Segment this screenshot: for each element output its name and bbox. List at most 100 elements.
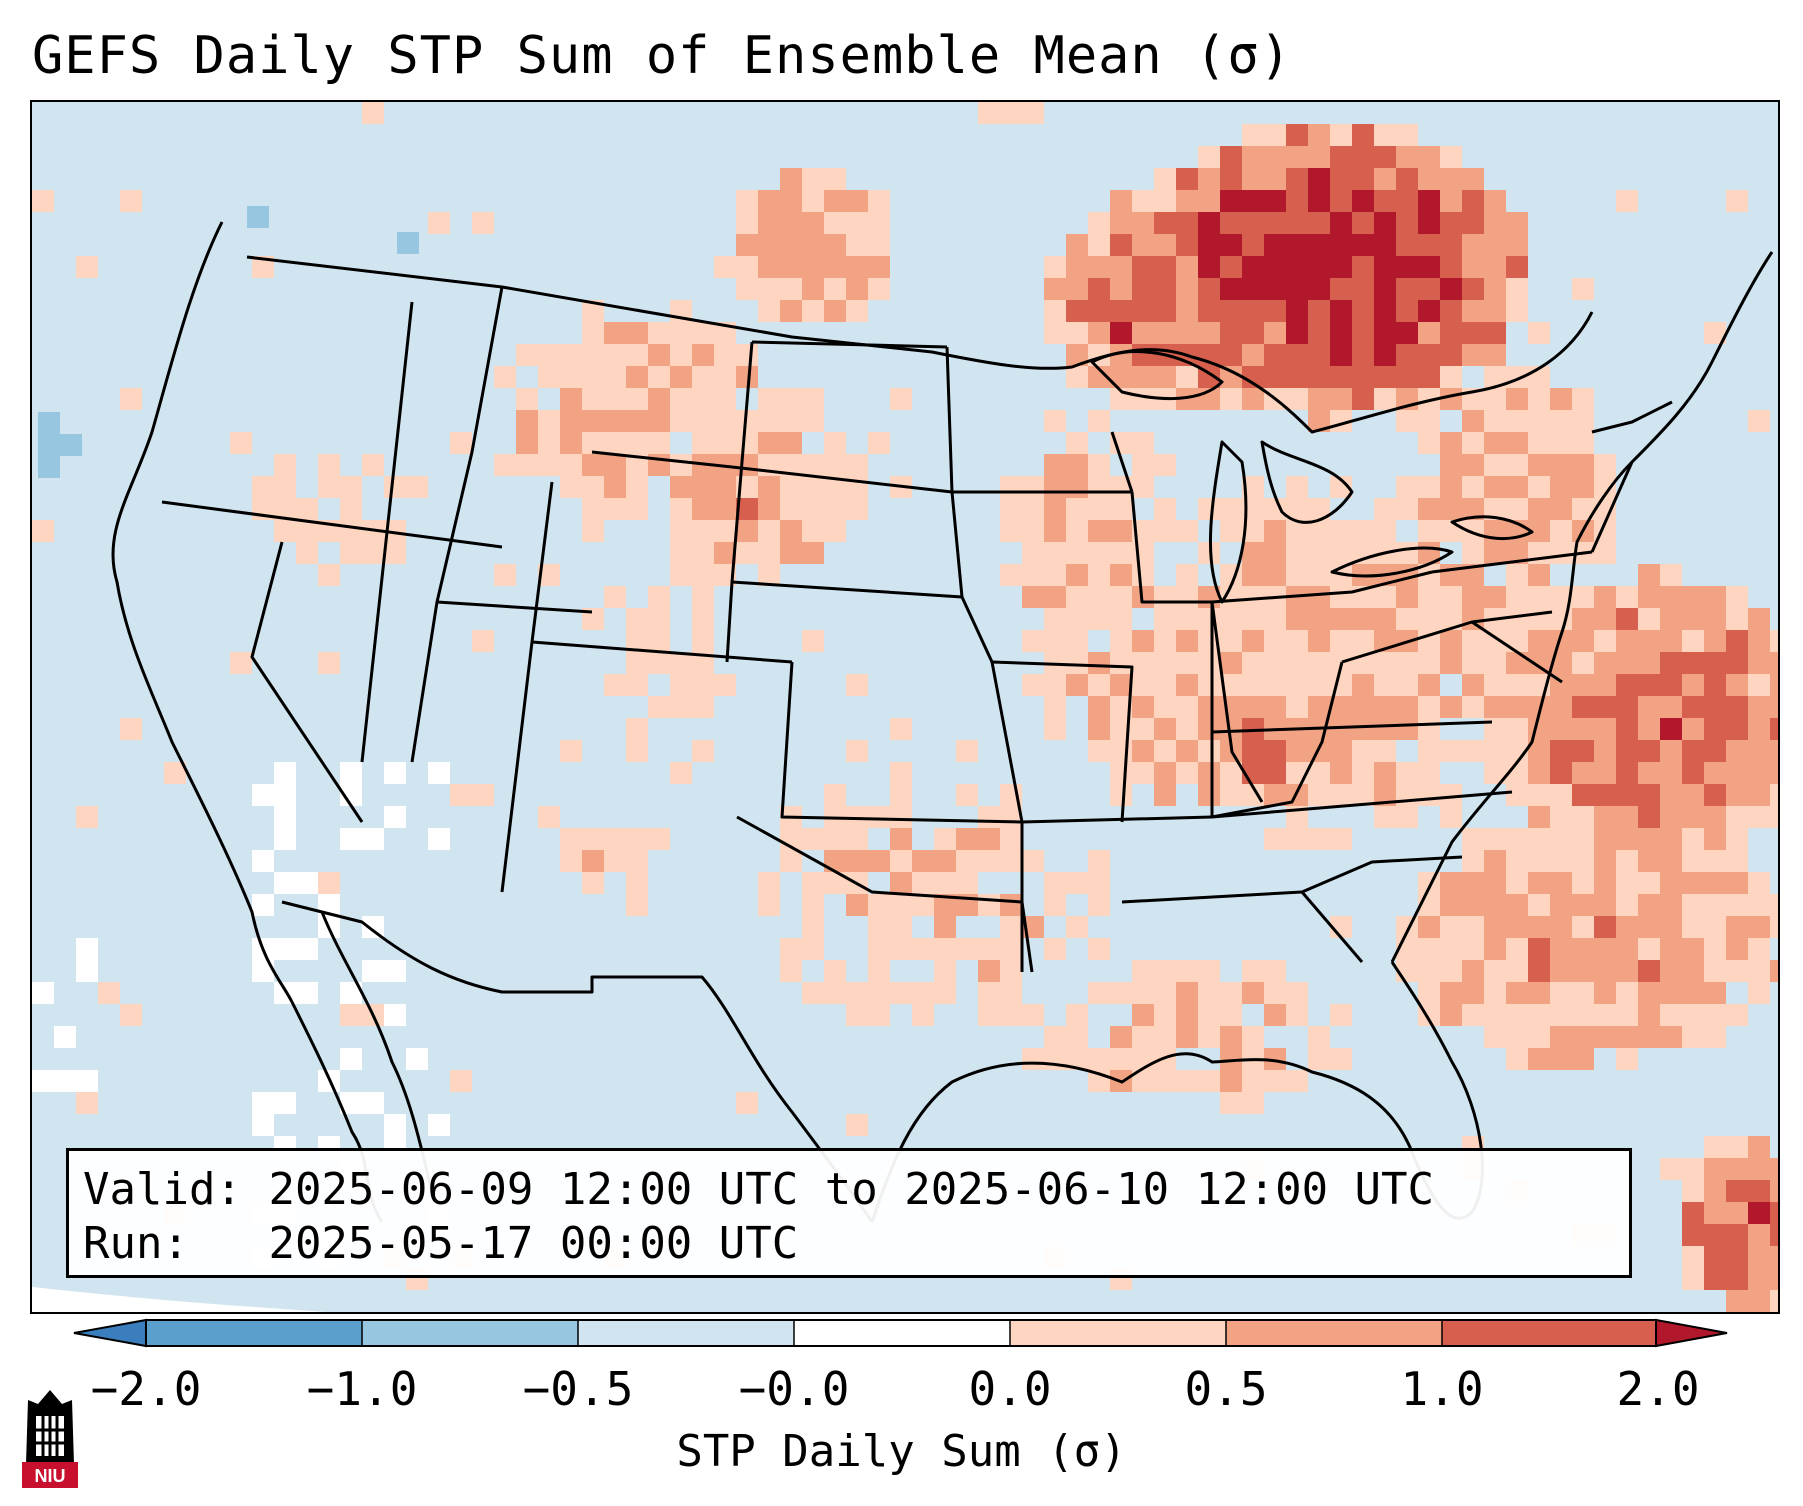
- anomaly-cell: [538, 344, 560, 366]
- anomaly-cell: [340, 1092, 362, 1114]
- anomaly-cell: [1220, 762, 1242, 784]
- colorbar-tick-3: −0.5: [522, 1362, 634, 1416]
- anomaly-cell: [1440, 476, 1462, 498]
- boundary-line: [1211, 720, 1493, 734]
- anomaly-cell: [1352, 366, 1374, 388]
- anomaly-cell: [274, 476, 296, 498]
- anomaly-cell: [912, 938, 934, 960]
- anomaly-cell: [1286, 322, 1308, 344]
- anomaly-cell: [1132, 564, 1154, 586]
- anomaly-cell: [1264, 146, 1286, 168]
- anomaly-cell: [1110, 344, 1132, 366]
- anomaly-cell: [1638, 564, 1660, 586]
- anomaly-cell: [1704, 740, 1726, 762]
- anomaly-cell: [1000, 850, 1022, 872]
- anomaly-cell: [582, 388, 604, 410]
- anomaly-cell: [824, 190, 846, 212]
- anomaly-cell: [1638, 718, 1660, 740]
- anomaly-cell: [582, 366, 604, 388]
- anomaly-cell: [1748, 894, 1770, 916]
- anomaly-cell: [846, 300, 868, 322]
- anomaly-cell: [1176, 212, 1198, 234]
- anomaly-cell: [1264, 322, 1286, 344]
- anomaly-cell: [1242, 586, 1264, 608]
- anomaly-cell: [1132, 740, 1154, 762]
- anomaly-cell: [1330, 124, 1352, 146]
- anomaly-cell: [1242, 234, 1264, 256]
- anomaly-cell: [1330, 740, 1352, 762]
- anomaly-cell: [1528, 498, 1550, 520]
- anomaly-cell: [1594, 630, 1616, 652]
- anomaly-cell: [1154, 960, 1176, 982]
- anomaly-cell: [1440, 256, 1462, 278]
- anomaly-cell: [1264, 1048, 1286, 1070]
- anomaly-cell: [1484, 916, 1506, 938]
- anomaly-cell: [1484, 696, 1506, 718]
- anomaly-cell: [1044, 696, 1066, 718]
- anomaly-cell: [714, 388, 736, 410]
- anomaly-cell: [1396, 234, 1418, 256]
- anomaly-cell: [1374, 278, 1396, 300]
- anomaly-cell: [1066, 1004, 1088, 1026]
- anomaly-cell: [1132, 212, 1154, 234]
- anomaly-cell: [1132, 454, 1154, 476]
- anomaly-cell: [1726, 652, 1748, 674]
- anomaly-cell: [1132, 190, 1154, 212]
- anomaly-cell: [1352, 278, 1374, 300]
- anomaly-cell: [1550, 938, 1572, 960]
- anomaly-cell: [802, 916, 824, 938]
- anomaly-cell: [1110, 564, 1132, 586]
- anomaly-cell: [626, 608, 648, 630]
- boundary-line: [1330, 546, 1454, 578]
- anomaly-cell: [1462, 850, 1484, 872]
- anomaly-cell: [1484, 344, 1506, 366]
- anomaly-cell: [76, 1070, 98, 1092]
- anomaly-cell: [780, 960, 802, 982]
- anomaly-cell: [1528, 696, 1550, 718]
- anomaly-cell: [1198, 784, 1220, 806]
- anomaly-cell: [670, 652, 692, 674]
- anomaly-cell: [1374, 498, 1396, 520]
- anomaly-cell: [1572, 916, 1594, 938]
- anomaly-cell: [1528, 586, 1550, 608]
- anomaly-cell: [648, 344, 670, 366]
- anomaly-cell: [692, 432, 714, 454]
- anomaly-cell: [1748, 806, 1770, 828]
- anomaly-cell: [1572, 894, 1594, 916]
- anomaly-cell: [428, 828, 450, 850]
- anomaly-cell: [1242, 718, 1264, 740]
- anomaly-cell: [1528, 1026, 1550, 1048]
- anomaly-cell: [1682, 960, 1704, 982]
- anomaly-cell: [1572, 762, 1594, 784]
- anomaly-cell: [692, 740, 714, 762]
- anomaly-cell: [1110, 190, 1132, 212]
- anomaly-cell: [1286, 740, 1308, 762]
- anomaly-cell: [714, 410, 736, 432]
- anomaly-cell: [626, 366, 648, 388]
- anomaly-cell: [32, 982, 54, 1004]
- anomaly-cell: [1638, 872, 1660, 894]
- anomaly-cell: [934, 894, 956, 916]
- anomaly-cell: [1308, 278, 1330, 300]
- anomaly-cell: [1594, 542, 1616, 564]
- anomaly-cell: [1462, 476, 1484, 498]
- anomaly-cell: [1550, 454, 1572, 476]
- anomaly-cell: [1484, 476, 1506, 498]
- anomaly-cell: [1176, 1070, 1198, 1092]
- anomaly-cell: [824, 498, 846, 520]
- anomaly-cell: [780, 498, 802, 520]
- anomaly-cell: [318, 454, 340, 476]
- anomaly-cell: [1198, 1070, 1220, 1092]
- anomaly-cell: [1418, 784, 1440, 806]
- anomaly-cell: [252, 960, 274, 982]
- anomaly-cell: [1132, 542, 1154, 564]
- anomaly-cell: [1528, 432, 1550, 454]
- colorbar-segment: [362, 1320, 578, 1346]
- anomaly-cell: [1506, 278, 1528, 300]
- anomaly-cell: [1704, 1268, 1726, 1290]
- anomaly-cell: [1770, 652, 1778, 674]
- anomaly-cell: [1308, 212, 1330, 234]
- anomaly-cell: [1528, 454, 1550, 476]
- anomaly-cell: [1748, 718, 1770, 740]
- anomaly-cell: [1044, 608, 1066, 630]
